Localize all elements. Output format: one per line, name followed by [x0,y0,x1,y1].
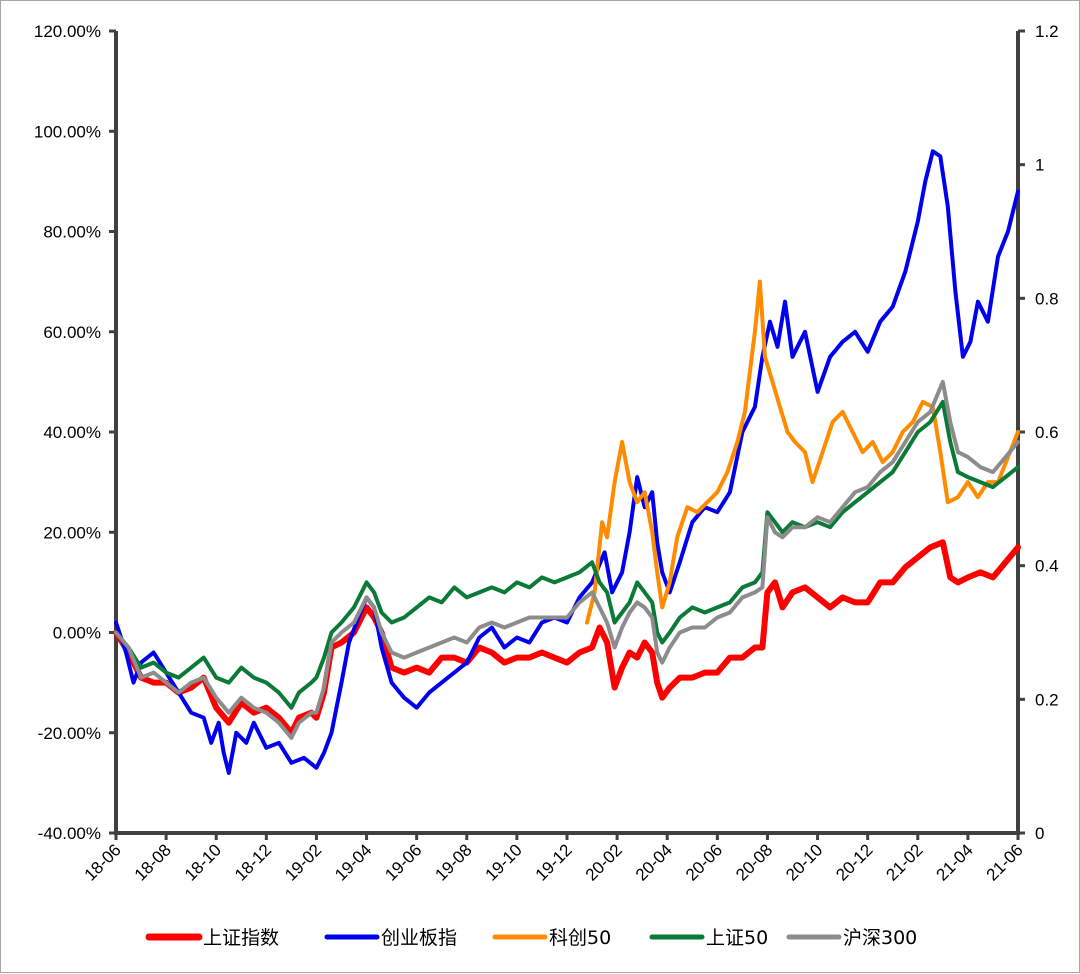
series-line-3 [585,279,1020,625]
series-line-5 [114,379,1020,740]
x-tick-label: 19-02 [281,840,325,884]
right-tick-label: 0 [1035,824,1044,843]
left-tick-label: 40.00% [43,423,101,442]
right-tick-label: 0.4 [1035,557,1059,576]
left-tick-label: -40.00% [38,824,101,843]
x-tick-label: 18-08 [131,840,175,884]
x-tick-label: 19-08 [431,840,475,884]
x-tick-label: 19-06 [381,840,425,884]
x-tick-label: 19-04 [331,840,375,884]
legend-label: 沪深300 [843,927,917,949]
left-tick-label: 120.00% [34,22,101,41]
x-tick-label: 18-10 [181,840,225,884]
right-tick-label: 0.2 [1035,690,1059,709]
left-tick-label: 20.00% [43,523,101,542]
x-tick-label: 21-06 [983,840,1027,884]
x-tick-label: 21-04 [933,840,977,884]
x-tick-label: 20-08 [732,840,776,884]
x-axis-ticks: 18-06 18-08 18-10 18-12 19-02 19-04 19-06 19-08… [81,833,1027,885]
x-tick-label: 20-02 [582,840,626,884]
left-axis-ticks: 120.00% 100.00% 80.00% 60.00% 40.00% 20.00% 0.… [34,22,116,843]
left-tick-label: 100.00% [34,122,101,141]
x-tick-label: 20-12 [832,840,876,884]
right-tick-label: 1 [1035,156,1044,175]
right-tick-label: 0.8 [1035,289,1059,308]
x-tick-label: 20-04 [632,840,676,884]
left-tick-label: 80.00% [43,223,101,242]
legend-label: 上证指数 [203,927,279,949]
legend: 上证指数 创业板指 科创50 上证50 沪深300 [145,927,917,949]
x-tick-label: 21-02 [882,840,926,884]
x-tick-label: 19-10 [482,840,526,884]
x-tick-label: 19-12 [532,840,576,884]
right-tick-label: 1.2 [1035,22,1059,41]
x-tick-label: 18-06 [81,840,125,884]
legend-label: 上证50 [706,927,768,949]
series-lines [113,149,1021,775]
series-line-4 [114,399,1020,710]
series-line-2 [114,149,1020,775]
right-tick-label: 0.6 [1035,423,1059,442]
legend-label: 创业板指 [381,927,457,949]
left-tick-label: 60.00% [43,323,101,342]
left-tick-label: -20.00% [38,724,101,743]
series-line-1 [113,539,1021,736]
right-axis-ticks: 1.2 1 0.8 0.6 0.4 0.2 0 [1018,22,1059,843]
legend-label: 科创50 [549,927,611,949]
x-tick-label: 20-06 [682,840,726,884]
left-tick-label: 0.00% [53,624,101,643]
x-tick-label: 20-10 [782,840,826,884]
x-tick-label: 18-12 [231,840,275,884]
